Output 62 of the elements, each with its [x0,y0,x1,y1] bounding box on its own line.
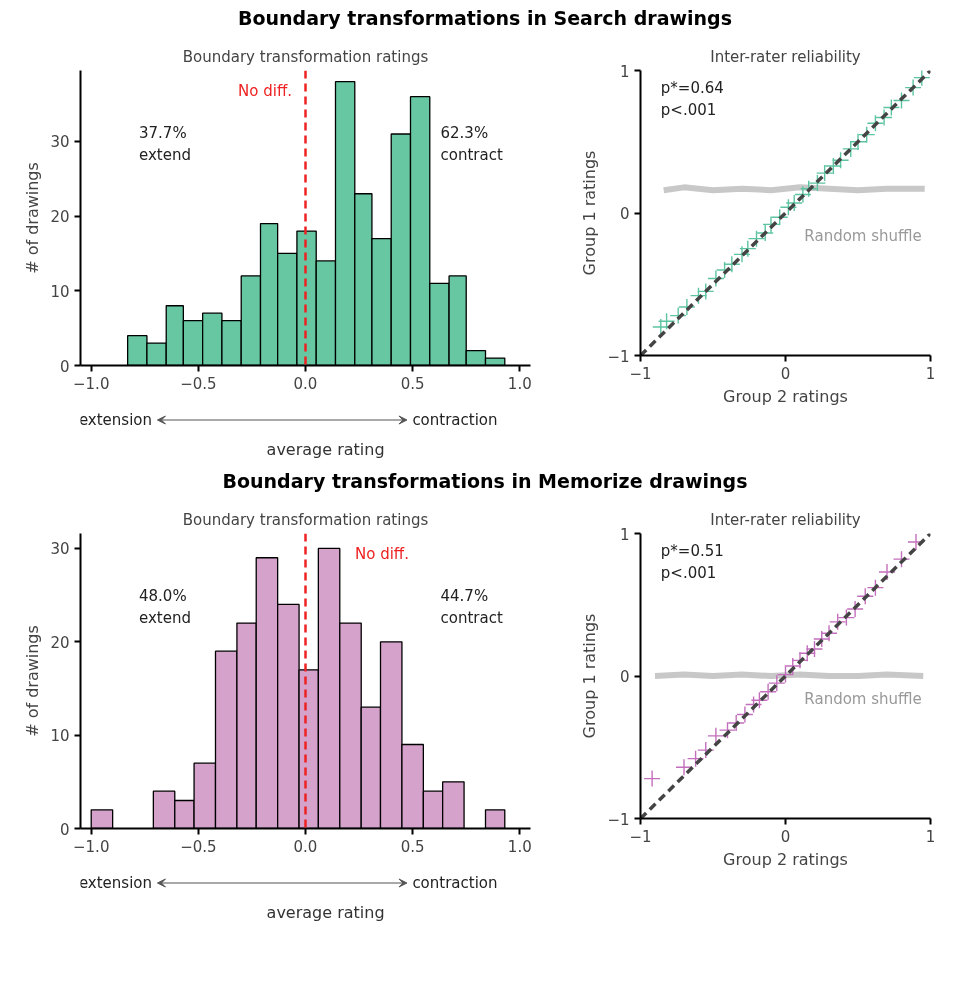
chart-subtitle: Boundary transformation ratings [182,47,429,66]
y-tick-label: 0 [619,668,630,686]
point [892,550,911,568]
x-axis-title: Group 2 ratings [723,386,848,406]
series-label: Random shuffle [804,690,922,709]
point [707,727,725,745]
x-tick-label: 0.0 [293,837,318,856]
point [643,769,661,788]
text: Random shuffle [804,227,922,246]
y-tick-label: 1 [619,525,630,544]
x-tick-label: 0.5 [400,374,425,393]
y-tick-label: 1 [619,62,630,81]
x-tick-label: 1.0 [507,837,532,856]
x-axis-title: average rating [266,439,385,459]
y-tick-label: −1 [607,810,630,829]
ref-line-label: No diff. [238,82,293,101]
annotation: 48.0% extend [139,587,191,628]
point [689,286,708,305]
y-axis-title: # of drawings [23,162,43,274]
x-tick-label: 1 [925,827,936,846]
chart-title: Boundary transformations in Memorize drawings [222,469,748,494]
point [675,758,693,776]
y-tick-label: 30 [50,133,70,152]
text: contraction [412,874,498,892]
x-tick-label: 0.5 [400,837,425,856]
annotation: 44.7% contract [440,587,503,628]
text: extension [78,411,153,429]
x-tick-label: 0.0 [293,374,318,393]
x-axis-title: Group 2 ratings [723,849,848,869]
annotation: 62.3% contract [440,124,503,165]
annotation: 37.7% extend [139,124,191,165]
text: contraction [412,411,498,429]
y-tick-label: −1 [607,347,630,366]
chart-subtitle: Boundary transformation ratings [182,510,429,529]
x-tick-label: −1.0 [73,837,110,856]
x-tick-label: 0 [780,827,791,846]
x-tick-label: 1 [925,364,936,383]
annotation: p*=0.64 p<.001 [660,79,724,119]
y-axis-title: Group 1 ratings [580,150,600,276]
x-tick-label: 0 [780,364,791,383]
text: extension [78,874,153,892]
x-tick-label: 1.0 [507,374,532,393]
point [878,563,896,581]
point [697,282,715,301]
y-tick-label: 10 [50,282,70,301]
x-tick-label: −1.0 [73,374,110,393]
point [829,613,847,631]
y-axis-title: # of drawings [23,625,43,737]
chart-title: Boundary transformations in Search drawings [237,6,732,31]
x-axis-title: average rating [266,902,385,922]
x-tick-label: −0.5 [180,837,217,856]
y-tick-label: 30 [50,540,70,559]
y-tick-label: 20 [50,633,70,652]
y-tick-label: 20 [50,208,70,227]
y-axis-title: Group 1 ratings [580,613,600,739]
annotation: p*=0.51 p<.001 [660,542,724,582]
y-tick-label: 10 [50,727,70,746]
x-tick-label: −0.5 [180,374,217,393]
chart-title: Inter-rater reliability [710,510,861,529]
ref-line-label: No diff. [355,545,409,564]
y-tick-label: 0 [619,205,630,223]
chart-title: Inter-rater reliability [710,47,861,66]
